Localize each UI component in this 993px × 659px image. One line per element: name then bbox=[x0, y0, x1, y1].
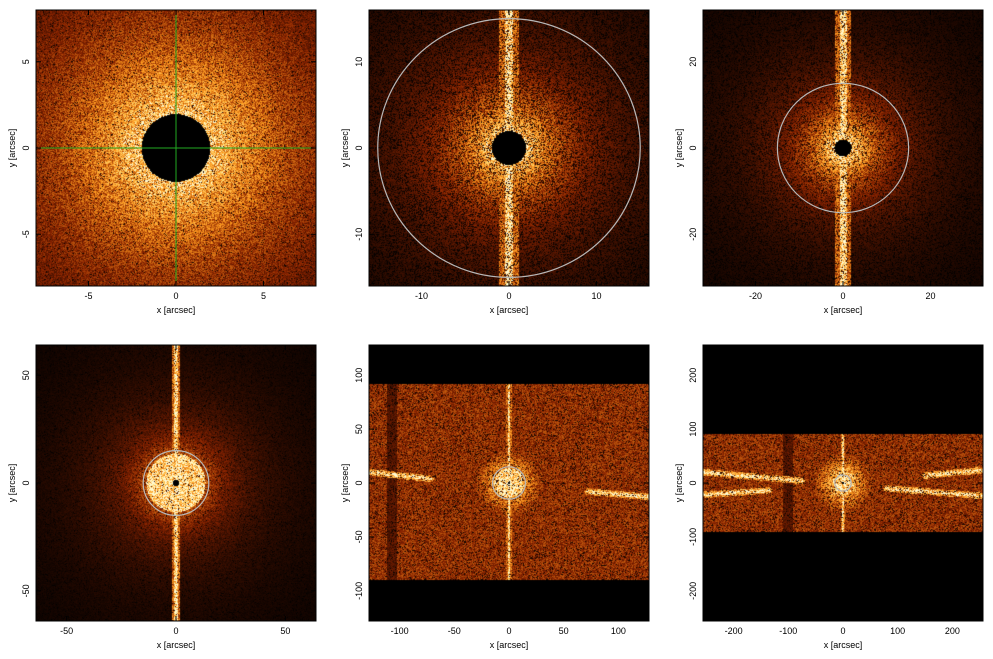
aperture-circle bbox=[776, 82, 910, 214]
x-axis-label: x [arcsec] bbox=[824, 640, 863, 650]
panel-image bbox=[703, 345, 983, 621]
y-tick-label: -50 bbox=[21, 584, 31, 597]
y-tick-label: -20 bbox=[688, 228, 698, 241]
x-axis-label: x [arcsec] bbox=[157, 305, 196, 315]
x-tick-label: 0 bbox=[173, 626, 178, 636]
y-tick-label: -50 bbox=[354, 530, 364, 543]
y-tick-label: -200 bbox=[688, 582, 698, 600]
x-tick-label: -100 bbox=[391, 626, 409, 636]
panel-4: -50 0 50 -50 0 50 x [arcsec] y [arcsec] bbox=[7, 344, 317, 650]
y-tick-label: 10 bbox=[354, 57, 364, 67]
y-tick-label: -5 bbox=[21, 230, 31, 238]
y-tick-label: 0 bbox=[354, 145, 364, 150]
y-tick-label: -100 bbox=[354, 582, 364, 600]
x-tick-label: 0 bbox=[840, 626, 845, 636]
y-tick-label: 200 bbox=[688, 368, 698, 383]
x-axis-label: x [arcsec] bbox=[490, 305, 529, 315]
y-tick-label: -10 bbox=[354, 228, 364, 241]
aperture-circle bbox=[834, 474, 852, 492]
panel-2: -10 0 10 -10 0 10 x [arcsec] y [arcsec] bbox=[340, 9, 650, 315]
panel-image bbox=[369, 345, 649, 621]
y-axis-label: y [arcsec] bbox=[340, 129, 350, 168]
panel-1: -5 0 5 -5 0 5 x [arcsec] y [arcsec] bbox=[7, 9, 317, 315]
y-tick-label: 50 bbox=[354, 424, 364, 434]
x-tick-label: 5 bbox=[261, 291, 266, 301]
y-tick-label: 50 bbox=[21, 370, 31, 380]
x-axis-label: x [arcsec] bbox=[490, 640, 529, 650]
aperture-circle bbox=[377, 18, 641, 278]
x-tick-label: -50 bbox=[448, 626, 461, 636]
aperture-circle bbox=[491, 466, 527, 500]
x-tick-label: -50 bbox=[60, 626, 73, 636]
y-tick-label: 0 bbox=[688, 145, 698, 150]
y-axis-label: y [arcsec] bbox=[674, 129, 684, 168]
x-tick-label: -10 bbox=[415, 291, 428, 301]
x-tick-label: -200 bbox=[725, 626, 743, 636]
panel-image bbox=[369, 10, 649, 286]
x-tick-label: 50 bbox=[559, 626, 569, 636]
y-axis-label: y [arcsec] bbox=[340, 464, 350, 503]
y-tick-label: -100 bbox=[688, 528, 698, 546]
x-tick-label: 0 bbox=[840, 291, 845, 301]
panel-6: -200 -100 0 100 200 -200 -100 0 100 200 x [arcsec]… bbox=[674, 344, 984, 650]
x-tick-label: 10 bbox=[591, 291, 601, 301]
x-tick-label: 20 bbox=[925, 291, 935, 301]
y-tick-label: 0 bbox=[354, 480, 364, 485]
x-tick-label: -5 bbox=[84, 291, 92, 301]
y-tick-label: 100 bbox=[688, 422, 698, 437]
y-tick-label: 0 bbox=[21, 145, 31, 150]
x-axis-label: x [arcsec] bbox=[824, 305, 863, 315]
y-axis-label: y [arcsec] bbox=[674, 464, 684, 503]
x-tick-label: 0 bbox=[506, 626, 511, 636]
x-tick-label: 0 bbox=[506, 291, 511, 301]
x-tick-label: 200 bbox=[945, 626, 960, 636]
x-tick-label: -20 bbox=[749, 291, 762, 301]
y-tick-label: 0 bbox=[21, 480, 31, 485]
x-tick-label: 100 bbox=[890, 626, 905, 636]
x-tick-label: 50 bbox=[280, 626, 290, 636]
y-tick-label: 5 bbox=[21, 59, 31, 64]
y-tick-label: 20 bbox=[688, 57, 698, 67]
y-tick-label: 0 bbox=[688, 480, 698, 485]
aperture-circle bbox=[142, 450, 210, 516]
x-axis-label: x [arcsec] bbox=[157, 640, 196, 650]
y-tick-label: 100 bbox=[354, 368, 364, 383]
panel-image bbox=[703, 10, 983, 286]
x-tick-label: 0 bbox=[173, 291, 178, 301]
panel-image bbox=[36, 345, 316, 621]
y-axis-label: y [arcsec] bbox=[7, 129, 17, 168]
x-tick-label: 100 bbox=[611, 626, 626, 636]
x-tick-label: -100 bbox=[779, 626, 797, 636]
panel-5: -100 -50 0 50 100 -100 -50 0 50 100 x [arcsec] y [a… bbox=[340, 344, 650, 650]
panel-3: -20 0 20 -20 0 20 x [arcsec] y [arcsec] bbox=[674, 9, 984, 315]
y-axis-label: y [arcsec] bbox=[7, 464, 17, 503]
